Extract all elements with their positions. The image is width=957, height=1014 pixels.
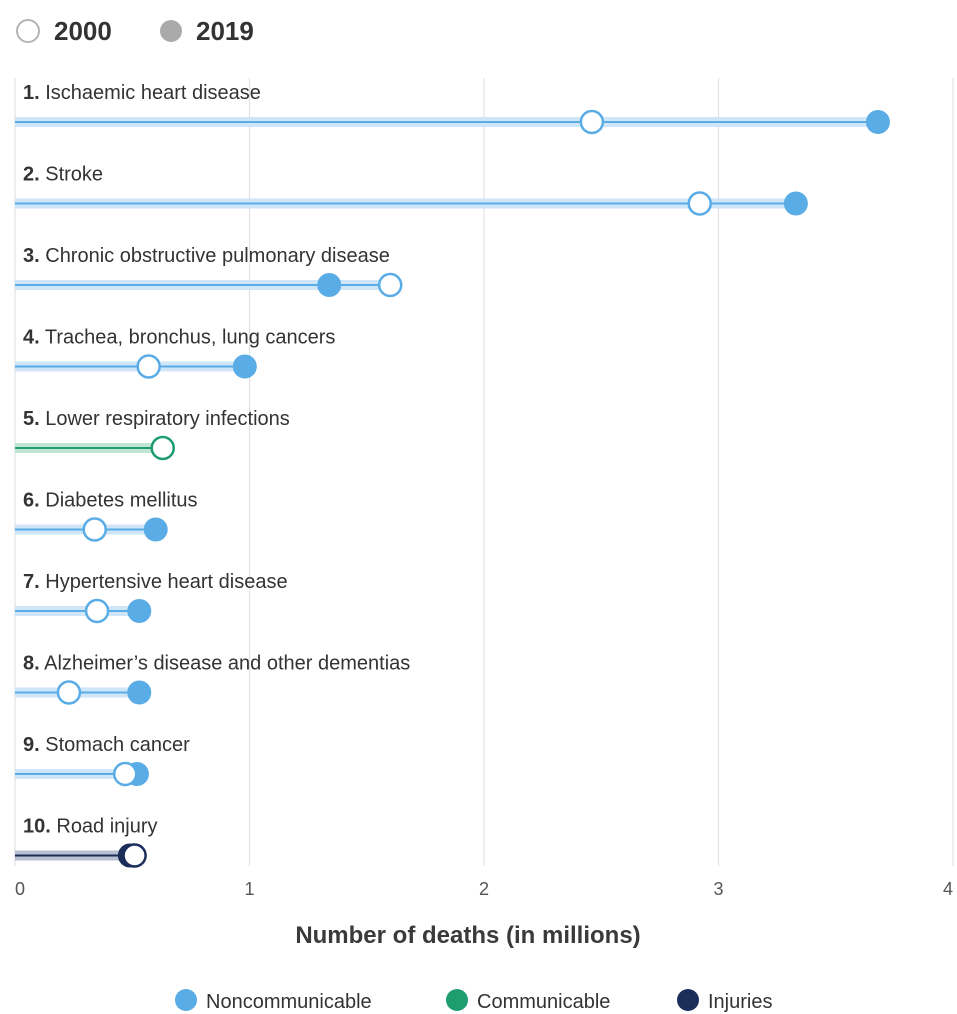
x-tick-label: 0	[15, 879, 25, 899]
legend-2019-marker[interactable]	[160, 20, 182, 42]
category-label: 7. Hypertensive heart disease	[23, 571, 288, 593]
category-label: 3. Chronic obstructive pulmonary disease	[23, 245, 390, 267]
category-rank: 9.	[23, 734, 40, 756]
marker-2019[interactable]	[317, 273, 342, 297]
row-10[interactable]: 10. Road injury	[15, 816, 158, 868]
row-2[interactable]: 2. Stroke	[15, 164, 808, 216]
category-rank: 3.	[23, 245, 40, 267]
marker-2019[interactable]	[127, 680, 152, 705]
x-tick-label: 2	[479, 879, 489, 899]
marker-2000[interactable]	[687, 191, 712, 216]
marker-2000[interactable]	[112, 761, 138, 787]
row-4[interactable]: 4. Trachea, bronchus, lung cancers	[15, 327, 335, 379]
category-rank: 10.	[23, 816, 51, 838]
category-name: Lower respiratory infections	[40, 408, 290, 430]
marker-2000[interactable]	[377, 272, 403, 298]
category-rank: 4.	[23, 327, 40, 349]
row-5[interactable]: 5. Lower respiratory infections	[15, 408, 290, 461]
marker-2019[interactable]	[783, 191, 808, 216]
category-rank: 5.	[23, 408, 40, 430]
category-legend: Noncommunicable Communicable Injuries	[175, 989, 772, 1013]
marker-2000[interactable]	[136, 354, 161, 379]
category-name: Chronic obstructive pulmonary disease	[40, 245, 390, 267]
marker-2000[interactable]	[82, 517, 107, 542]
category-name: Ischaemic heart disease	[40, 82, 261, 104]
category-name: Diabetes mellitus	[40, 490, 198, 512]
marker-2019[interactable]	[143, 517, 168, 542]
marker-2019[interactable]	[232, 354, 257, 379]
marker-2000[interactable]	[122, 843, 147, 868]
row-8[interactable]: 8. Alzheimer’s disease and other dementi…	[15, 653, 410, 705]
legend-label-injuries[interactable]: Injuries	[708, 991, 772, 1013]
category-name: Alzheimer’s disease and other dementias	[40, 653, 411, 675]
marker-2019[interactable]	[865, 110, 890, 134]
category-rank: 7.	[23, 571, 40, 593]
legend-2019-label[interactable]: 2019	[196, 16, 254, 46]
category-label: 5. Lower respiratory infections	[23, 408, 290, 430]
row-1[interactable]: 1. Ischaemic heart disease	[15, 82, 890, 135]
category-rank: 1.	[23, 82, 40, 104]
legend-marker-noncommunicable[interactable]	[175, 989, 197, 1011]
legend-label-noncommunicable[interactable]: Noncommunicable	[206, 991, 372, 1013]
x-tick-label: 4	[943, 879, 953, 899]
legend-2000-label[interactable]: 2000	[54, 16, 112, 46]
row-9[interactable]: 9. Stomach cancer	[15, 734, 190, 787]
category-name: Road injury	[51, 816, 158, 838]
marker-2000[interactable]	[84, 598, 110, 624]
category-label: 8. Alzheimer’s disease and other dementi…	[23, 653, 410, 675]
category-name: Trachea, bronchus, lung cancers	[40, 327, 336, 349]
legend-marker-communicable[interactable]	[446, 989, 468, 1011]
category-label: 9. Stomach cancer	[23, 734, 190, 756]
category-name: Hypertensive heart disease	[40, 571, 288, 593]
legend-label-communicable[interactable]: Communicable	[477, 991, 610, 1013]
category-rank: 2.	[23, 164, 40, 186]
row-3[interactable]: 3. Chronic obstructive pulmonary disease	[15, 245, 403, 298]
x-axis-ticks: 0 1 2 3 4	[15, 879, 953, 899]
category-label: 4. Trachea, bronchus, lung cancers	[23, 327, 335, 349]
x-tick-label: 3	[713, 879, 723, 899]
marker-2000[interactable]	[579, 109, 605, 135]
category-name: Stroke	[40, 164, 103, 186]
category-label: 1. Ischaemic heart disease	[23, 82, 261, 104]
row-6[interactable]: 6. Diabetes mellitus	[15, 490, 198, 542]
category-label: 6. Diabetes mellitus	[23, 490, 198, 512]
legend-marker-injuries[interactable]	[677, 989, 699, 1011]
category-label: 2. Stroke	[23, 164, 103, 186]
marker-2000[interactable]	[150, 435, 175, 461]
x-axis-title: Number of deaths (in millions)	[295, 922, 640, 949]
row-7[interactable]: 7. Hypertensive heart disease	[15, 571, 288, 624]
grid-lines	[14, 78, 954, 866]
x-tick-label: 1	[244, 879, 254, 899]
category-rank: 8.	[23, 653, 40, 675]
category-name: Stomach cancer	[40, 734, 190, 756]
category-rank: 6.	[23, 490, 40, 512]
marker-2019[interactable]	[127, 599, 152, 623]
legend-2000-marker[interactable]	[16, 19, 40, 43]
plot-rows: 1. Ischaemic heart disease 2. Stroke 3. Ch…	[15, 82, 890, 868]
marker-2000[interactable]	[56, 680, 82, 705]
category-label: 10. Road injury	[23, 816, 158, 838]
year-legend: 2000 2019	[16, 16, 254, 46]
